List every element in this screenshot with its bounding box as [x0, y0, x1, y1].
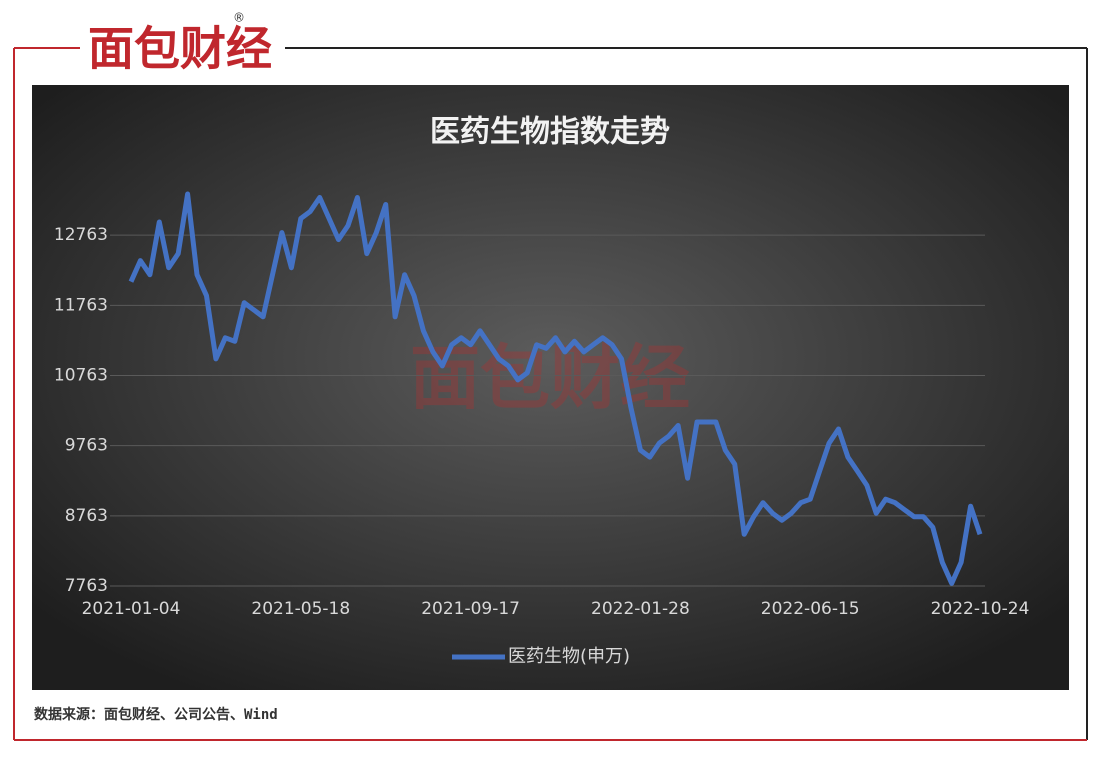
- x-tick-label: 2022-01-28: [591, 599, 690, 619]
- logo: 面包财经: [88, 22, 272, 76]
- plot: 7763 8763 9763 10763 11763 12763 2021-01-04 202…: [54, 191, 1030, 667]
- watermark: 面包财经: [410, 337, 690, 419]
- footer: 数据来源：面包财经、公司公告、Wind: [34, 706, 278, 723]
- x-tick-label: 2022-06-15: [761, 599, 860, 619]
- chart-background: [32, 85, 1069, 690]
- x-tick-label: 2022-10-24: [931, 599, 1030, 619]
- y-tick-label: 10763: [54, 366, 108, 386]
- y-tick-label: 9763: [65, 436, 108, 456]
- x-tick-label: 2021-01-04: [82, 599, 181, 619]
- x-tick-label: 2021-09-17: [421, 599, 520, 619]
- y-tick-label: 12763: [54, 225, 108, 245]
- y-tick-label: 8763: [65, 506, 108, 526]
- y-tick-label: 11763: [54, 295, 108, 315]
- series-line: [128, 191, 983, 586]
- y-tick-label: 7763: [65, 576, 108, 596]
- logo-mark: ®: [233, 11, 245, 25]
- chart-title: 医药生物指数走势: [430, 115, 670, 150]
- x-tick-label: 2021-05-18: [251, 599, 350, 619]
- legend-label: 医药生物(申万): [508, 646, 630, 667]
